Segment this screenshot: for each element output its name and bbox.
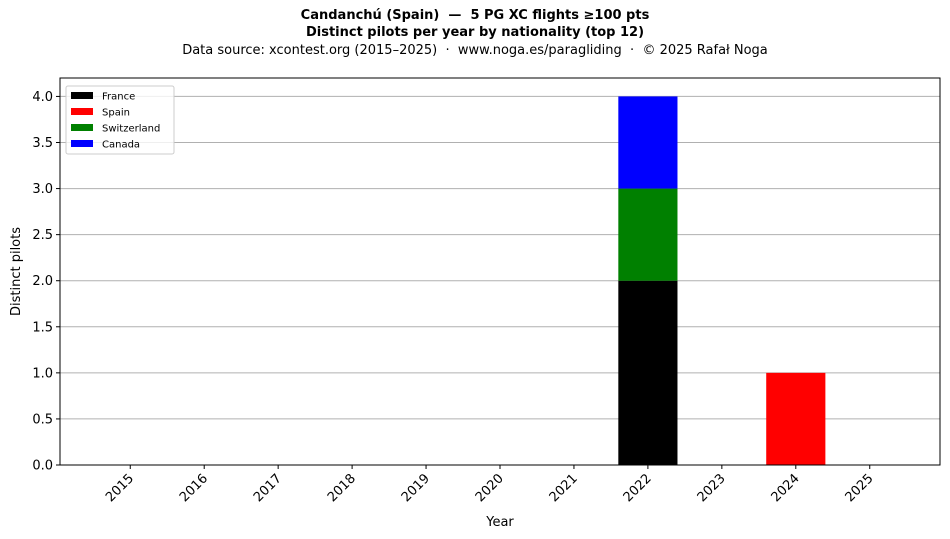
chart-title: Candanchú (Spain) — 5 PG XC flights ≥100…: [300, 8, 650, 23]
bar-switzerland-2022: [618, 188, 678, 281]
x-axis: 2015 2016 2017 2018 2019 2020 2021 2022 2023 2024…: [103, 465, 877, 505]
y-tick-label: 1.0: [32, 366, 53, 381]
y-tick-label: 0.5: [32, 412, 53, 427]
legend-label: Spain: [102, 108, 130, 119]
y-axis: 0.0 0.5 1.0 1.5 2.0 2.5 3.0 3.5 4.0: [32, 90, 60, 474]
y-tick-label: 0.0: [32, 459, 53, 474]
x-tick-label: 2016: [177, 471, 211, 505]
y-tick-label: 3.5: [32, 136, 53, 151]
legend: France Spain Switzerland Canada: [65, 85, 175, 155]
x-tick-label: 2020: [473, 471, 507, 505]
legend-swatch: [71, 124, 93, 131]
y-tick-label: 2.0: [32, 274, 53, 289]
bars: [618, 96, 826, 465]
x-tick-label: 2015: [103, 471, 137, 505]
legend-swatch: [71, 92, 93, 99]
y-tick-label: 3.0: [32, 182, 53, 197]
x-tick-label: 2024: [769, 471, 803, 505]
y-axis-label: Distinct pilots: [9, 227, 24, 316]
legend-swatch: [71, 108, 93, 115]
legend-swatch: [71, 140, 93, 147]
legend-box: [65, 85, 175, 155]
x-tick-label: 2021: [547, 471, 581, 505]
x-tick-label: 2025: [843, 471, 877, 505]
y-tick-label: 1.5: [32, 320, 53, 335]
x-tick-label: 2019: [399, 471, 433, 505]
legend-label: France: [102, 92, 135, 103]
x-tick-label: 2022: [621, 471, 655, 505]
legend-label: Canada: [102, 140, 140, 151]
y-tick-label: 4.0: [32, 90, 53, 105]
x-tick-label: 2018: [325, 471, 359, 505]
bar-canada-2022: [618, 96, 678, 189]
chart-title-line2: Distinct pilots per year by nationality …: [305, 25, 645, 40]
bar-france-2022: [618, 280, 678, 465]
y-tick-label: 2.5: [32, 228, 53, 243]
bar-spain-2024: [766, 372, 826, 465]
chart-subtitle: Data source: xcontest.org (2015–2025) · …: [182, 43, 768, 58]
x-axis-label: Year: [485, 515, 514, 530]
x-tick-label: 2023: [695, 471, 729, 505]
x-tick-label: 2017: [251, 471, 285, 505]
legend-label: Switzerland: [102, 124, 160, 135]
